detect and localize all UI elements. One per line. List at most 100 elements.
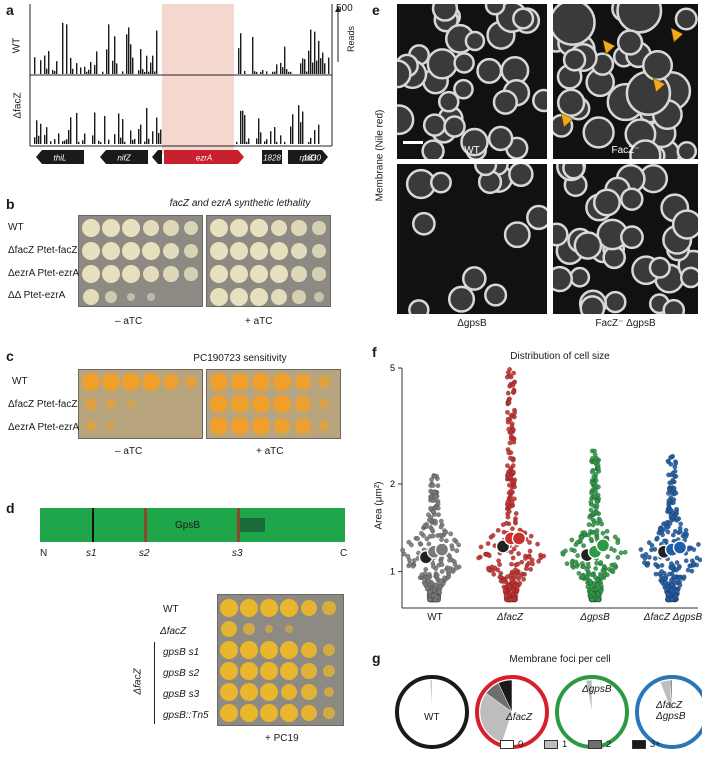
cell-point-2 <box>593 489 598 495</box>
site-s3-mark <box>237 508 240 542</box>
coverage-bar-0 <box>46 68 48 74</box>
site-s2-label: s2 <box>139 548 150 559</box>
coverage-bar-1 <box>284 141 286 144</box>
cell <box>553 265 573 293</box>
colony-spot <box>260 683 278 701</box>
cell-point-0 <box>426 541 432 547</box>
cell-point-3 <box>659 569 664 574</box>
colony-spot <box>86 421 96 431</box>
cell-point-1 <box>526 560 532 566</box>
coverage-bar-0 <box>322 52 324 74</box>
cell <box>447 285 476 313</box>
cell-point-2 <box>595 597 601 603</box>
coverage-bar-1 <box>148 138 150 144</box>
cell-point-0 <box>436 589 442 595</box>
cell-point-0 <box>432 474 437 479</box>
cell-point-0 <box>431 489 437 495</box>
cell-point-2 <box>602 572 608 578</box>
cell-point-2 <box>595 591 601 596</box>
coverage-bar-1 <box>298 105 300 144</box>
coverage-bar-0 <box>66 24 68 74</box>
cell-point-1 <box>510 382 516 388</box>
cell-point-2 <box>585 584 591 590</box>
cell-point-3 <box>683 558 689 564</box>
coverage-bar-1 <box>158 132 160 144</box>
gpsb-protein-name: GpsB <box>175 520 201 531</box>
cell-point-1 <box>498 571 504 576</box>
cell-point-0 <box>454 548 460 554</box>
n-term-label: N <box>40 548 48 559</box>
colony-spot <box>300 704 318 722</box>
colony-spot <box>220 641 238 659</box>
colony-spot <box>102 242 120 260</box>
cell-point-3 <box>685 567 691 573</box>
coverage-bar-0 <box>122 71 124 74</box>
cell <box>453 78 474 100</box>
micro-wt-caption: WT <box>464 145 480 156</box>
arrowhead-2 <box>652 77 666 93</box>
cell-point-3 <box>665 524 670 530</box>
colony-spot <box>142 242 160 260</box>
colony-spot <box>243 623 255 635</box>
cell-point-1 <box>513 511 519 516</box>
coverage-bar-1 <box>70 117 72 144</box>
cell-point-2 <box>582 530 587 535</box>
cell-point-1 <box>511 546 517 552</box>
colony-spot <box>252 395 270 413</box>
d-row-1: ΔfacZ <box>160 626 187 637</box>
cell-point-1 <box>527 548 533 554</box>
colony-spot <box>220 704 238 722</box>
cell-point-1 <box>507 584 512 590</box>
colony-spot <box>122 242 140 260</box>
cell-point-2 <box>598 588 604 594</box>
cell-point-0 <box>439 569 445 574</box>
cell-point-2 <box>605 554 611 559</box>
colony-spot <box>270 219 288 237</box>
cell-point-0 <box>425 579 431 584</box>
cell <box>512 7 535 30</box>
replicate-median-0 <box>434 542 450 557</box>
coverage-bar-1 <box>44 135 46 144</box>
coverage-bar-0 <box>76 63 78 74</box>
cell-point-0 <box>445 565 450 570</box>
cell <box>429 171 452 194</box>
cell-point-2 <box>564 561 570 566</box>
coverage-bar-0 <box>256 71 258 74</box>
cell-point-1 <box>528 533 534 539</box>
colony-spot <box>82 288 100 306</box>
coverage-bar-0 <box>114 36 116 74</box>
colony-spot <box>260 704 278 722</box>
coverage-bar-0 <box>286 69 288 74</box>
coverage-bar-0 <box>304 59 306 74</box>
cell-point-0 <box>422 582 428 587</box>
cell <box>573 231 603 260</box>
cell-point-3 <box>668 565 674 571</box>
colony-spot <box>270 288 288 306</box>
cell-point-3 <box>659 563 665 568</box>
coverage-bar-1 <box>132 139 134 144</box>
cell-point-3 <box>655 535 660 541</box>
colony-spot <box>295 418 311 434</box>
cell-point-1 <box>511 388 516 394</box>
pie-label-facz-gpsb: ΔfacZ ΔgpsB <box>656 700 686 722</box>
cell-point-3 <box>697 557 702 563</box>
gene-arrow-3 <box>164 150 244 164</box>
coverage-bar-0 <box>310 29 312 74</box>
axis-max-label: 500 <box>336 3 353 14</box>
cell-point-0 <box>442 575 447 581</box>
coverage-bar-1 <box>78 141 80 144</box>
cell <box>582 116 615 149</box>
cell-point-1 <box>508 488 514 494</box>
cell-point-0 <box>407 561 413 567</box>
arrowhead-0 <box>602 39 616 55</box>
panel-d-label: d <box>6 500 15 516</box>
cell <box>487 125 514 152</box>
cell-point-0 <box>421 576 427 582</box>
gene-label-2: ezrA <box>196 154 212 163</box>
coverage-bar-1 <box>258 118 260 144</box>
coverage-bar-0 <box>126 34 128 74</box>
cell <box>616 29 644 56</box>
coverage-bar-1 <box>292 114 294 144</box>
coverage-bar-0 <box>156 30 158 74</box>
cell-point-1 <box>505 390 511 396</box>
